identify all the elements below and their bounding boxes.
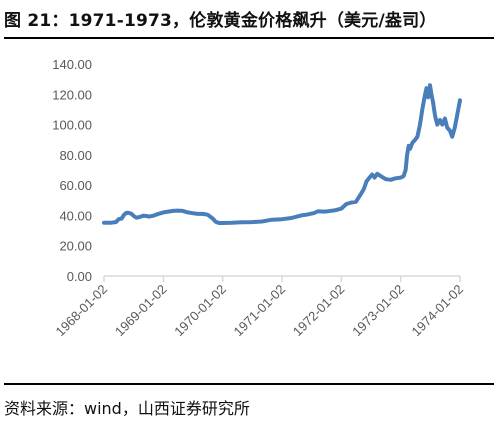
y-tick-label: 140.00 bbox=[52, 57, 92, 72]
y-tick-label: 80.00 bbox=[59, 148, 92, 163]
y-tick-label: 0.00 bbox=[67, 269, 92, 284]
x-axis-ticks: 1968-01-02 1969-01-02 1970-01-02 1971-01-02… bbox=[52, 276, 466, 339]
y-tick-label: 40.00 bbox=[59, 208, 92, 223]
gold-price-line-chart: 0.00 20.00 40.00 60.00 80.00 100.00 120.00 140.… bbox=[52, 57, 466, 339]
bottom-rule bbox=[4, 383, 494, 385]
y-axis-ticks: 0.00 20.00 40.00 60.00 80.00 100.00 120.00 140.… bbox=[52, 57, 92, 284]
y-tick-label: 120.00 bbox=[52, 87, 92, 102]
y-tick-label: 60.00 bbox=[59, 178, 92, 193]
x-tick-label: 1970-01-02 bbox=[171, 282, 229, 340]
source-note: 资料来源：wind，山西证券研究所 bbox=[4, 399, 250, 418]
x-tick-label: 1973-01-02 bbox=[349, 282, 407, 340]
x-tick-label: 1969-01-02 bbox=[112, 282, 170, 340]
x-tick-label: 1968-01-02 bbox=[52, 282, 110, 340]
series-line-gold-price bbox=[102, 83, 462, 225]
y-tick-label: 20.00 bbox=[59, 239, 92, 254]
x-tick-label: 1972-01-02 bbox=[290, 282, 348, 340]
x-tick-label: 1974-01-02 bbox=[408, 282, 466, 340]
figure-title: 图 21：1971-1973，伦敦黄金价格飙升（美元/盎司） bbox=[4, 11, 437, 31]
x-tick-label: 1971-01-02 bbox=[230, 282, 288, 340]
y-tick-label: 100.00 bbox=[52, 118, 92, 133]
top-rule bbox=[4, 37, 494, 39]
